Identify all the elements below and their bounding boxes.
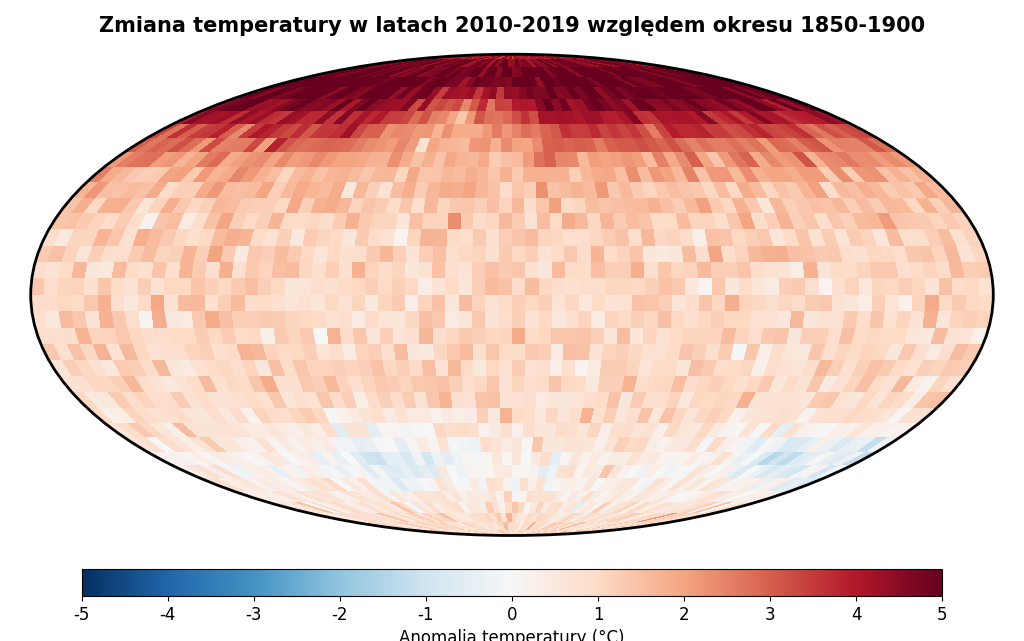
X-axis label: Anomalia temperatury (°C): Anomalia temperatury (°C)	[399, 629, 625, 641]
Text: Zmiana temperatury w latach 2010-2019 względem okresu 1850-1900: Zmiana temperatury w latach 2010-2019 wz…	[99, 16, 925, 36]
